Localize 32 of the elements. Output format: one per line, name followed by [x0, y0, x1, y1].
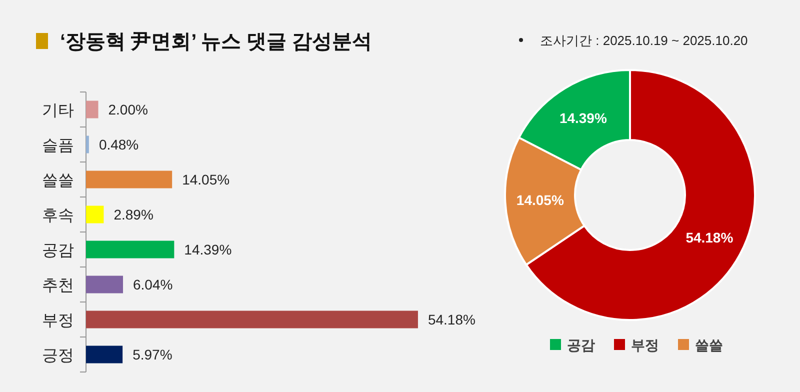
- bar: [86, 136, 89, 154]
- bar: [86, 240, 174, 258]
- bar: [86, 100, 98, 118]
- bar: [86, 276, 124, 294]
- bar: [86, 206, 104, 224]
- y-tick-label: 긍정: [42, 348, 74, 364]
- data-label: 54.18%: [428, 312, 476, 328]
- data-label: 5.97%: [132, 346, 172, 362]
- y-tick-label: 슬픔: [42, 138, 74, 154]
- data-label: 2.89%: [114, 206, 154, 222]
- data-label: 54.18%: [686, 229, 734, 246]
- data-label: 14.39%: [184, 242, 232, 258]
- y-tick-label: 쓸쓸: [42, 172, 74, 190]
- y-tick-label: 추천: [42, 278, 74, 294]
- bar: [86, 170, 172, 188]
- y-tick-label: 기타: [42, 102, 74, 120]
- legend-label: 부정: [631, 337, 659, 353]
- bar: [86, 346, 123, 364]
- y-tick-label: 공감: [42, 242, 74, 260]
- chart-title: ‘장동혁 尹면회’ 뉴스 댓글 감성분석: [60, 31, 372, 53]
- legend-label: 공감: [567, 337, 595, 353]
- y-tick-label: 부정: [42, 312, 74, 330]
- data-label: 14.05%: [182, 172, 230, 188]
- data-label: 0.48%: [98, 136, 139, 152]
- data-label: 2.00%: [108, 102, 148, 118]
- y-tick-label: 후속: [42, 208, 74, 224]
- data-label: 14.05%: [516, 192, 564, 208]
- data-label: 14.39%: [559, 110, 608, 126]
- data-label: 6.04%: [133, 276, 173, 292]
- text: 조사기간 : 2025.10.19 ~ 2025.10.20: [540, 33, 748, 48]
- legend-label: 쓸쓸: [695, 337, 723, 353]
- bar: [86, 310, 418, 328]
